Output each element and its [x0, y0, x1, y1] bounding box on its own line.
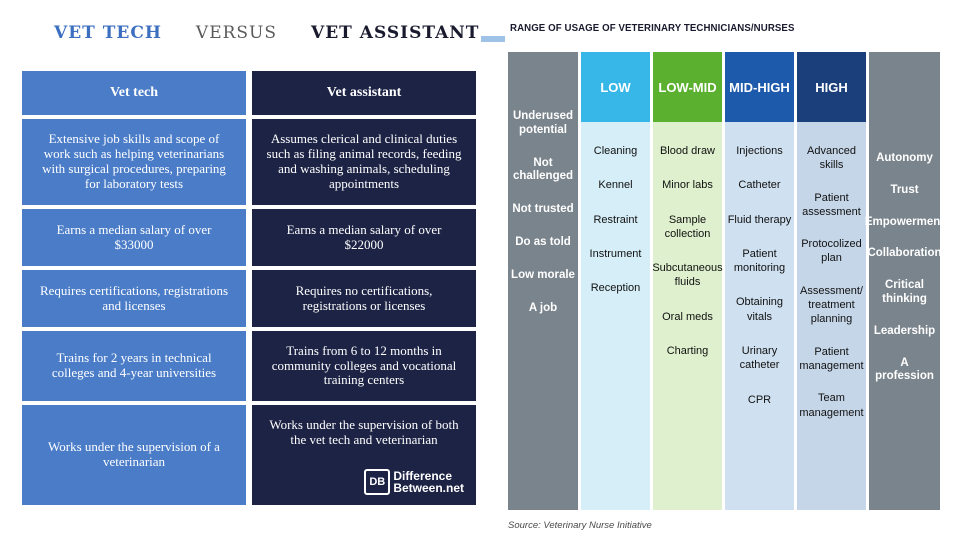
level-item: Cleaning	[593, 145, 638, 157]
level-item: Oral meds	[662, 310, 713, 323]
assistant-row-supervision-text: Works under the supervision of both the …	[269, 417, 459, 447]
level-item: Fluid therapy	[727, 213, 792, 226]
assistant-row-certification: Requires no certifications, registration…	[252, 270, 476, 327]
level-item: Team management	[799, 392, 864, 419]
level-mid-high-column: MID-HIGH Injections Catheter Fluid thera…	[725, 52, 794, 510]
title-vet-tech: VET TECH	[54, 23, 162, 43]
left-side-item: A job	[528, 301, 558, 314]
level-item: Obtaining vitals	[735, 296, 784, 323]
level-low-header: LOW	[581, 52, 650, 122]
left-side-item: Do as told	[515, 235, 571, 248]
level-item: Reception	[590, 282, 641, 295]
header-vet-tech: Vet tech	[22, 71, 246, 115]
left-side-item: Underused potential	[512, 110, 574, 136]
level-item: Patient monitoring	[733, 247, 786, 275]
title-versus: VERSUS	[195, 23, 278, 43]
right-side-item: Leadership	[873, 324, 936, 337]
level-item: Minor labs	[662, 179, 713, 192]
right-side-item: Trust	[890, 183, 919, 196]
level-high-column: HIGH Advanced skills Patient assessment …	[797, 52, 866, 510]
level-item: Restraint	[593, 213, 638, 226]
level-low-mid-column: LOW-MID Blood draw Minor labs Sample col…	[652, 52, 723, 510]
level-low-mid-header: LOW-MID	[653, 52, 722, 122]
assistant-row-training: Trains from 6 to 12 months in community …	[252, 331, 476, 401]
level-item: Advanced skills	[807, 145, 856, 172]
db-logo-line2: Between.net	[393, 481, 464, 495]
level-item: Catheter	[738, 179, 781, 192]
difference-between-logo: DB Difference Between.net	[364, 469, 464, 495]
assistant-row-supervision: Works under the supervision of both the …	[252, 405, 476, 505]
level-item: Patient management	[799, 345, 864, 372]
tech-row-certification: Requires certifications, registrations a…	[22, 270, 246, 327]
level-item: Sample collection	[664, 213, 711, 240]
left-side-item: Low morale	[511, 268, 575, 281]
range-title: RANGE OF USAGE OF VETERINARY TECHNICIANS…	[510, 22, 795, 34]
tech-row-training: Trains for 2 years in technical colleges…	[22, 331, 246, 401]
db-logo-mark: DB	[364, 469, 391, 495]
source-caption: Source: Veterinary Nurse Initiative	[508, 520, 652, 531]
right-side-item: Collaboration	[867, 247, 942, 260]
level-item: Patient assessment	[802, 191, 861, 218]
comparison-title: VET TECH VERSUS VET ASSISTANT	[54, 22, 479, 44]
level-item: CPR	[747, 393, 772, 406]
level-mid-high-header: MID-HIGH	[725, 52, 794, 122]
tech-row-supervision: Works under the supervision of a veterin…	[22, 405, 246, 505]
left-side-column: Underused potential Not challenged Not t…	[508, 52, 578, 510]
assistant-row-salary: Earns a median salary of over $22000	[252, 209, 476, 266]
left-side-item: Not trusted	[512, 203, 574, 216]
header-vet-assistant: Vet assistant	[252, 71, 476, 115]
db-logo-line1: Difference	[393, 469, 452, 483]
level-item: Injections	[736, 145, 783, 157]
range-chart: Underused potential Not challenged Not t…	[508, 52, 944, 510]
level-high-header: HIGH	[797, 52, 866, 122]
assistant-row-scope: Assumes clerical and clinical duties suc…	[252, 119, 476, 205]
level-item: Assessment/ treatment planning	[800, 284, 863, 326]
level-item: Charting	[666, 345, 709, 358]
level-item: Kennel	[598, 179, 633, 192]
level-low-column: LOW Cleaning Kennel Restraint Instrument…	[581, 52, 650, 510]
level-item: Blood draw	[659, 145, 716, 157]
right-side-item: A profession	[875, 356, 934, 383]
tech-row-scope: Extensive job skills and scope of work s…	[22, 119, 246, 205]
comparison-table: Vet tech Vet assistant Extensive job ski…	[22, 71, 476, 505]
level-item: Protocolized plan	[801, 238, 862, 265]
right-side-item: Empowerment	[864, 215, 945, 228]
level-item: Subcutaneous fluids	[652, 262, 723, 289]
right-side-column: Autonomy Trust Empowerment Collaboration…	[865, 52, 944, 510]
right-side-item: Critical thinking	[882, 279, 927, 305]
tech-row-salary: Earns a median salary of over $33000	[22, 209, 246, 266]
right-side-item: Autonomy	[876, 152, 933, 164]
accent-bar	[481, 36, 505, 42]
level-item: Urinary catheter	[739, 345, 780, 372]
title-vet-assistant: VET ASSISTANT	[311, 23, 480, 43]
left-side-item: Not challenged	[512, 156, 574, 183]
level-item: Instrument	[589, 247, 642, 260]
